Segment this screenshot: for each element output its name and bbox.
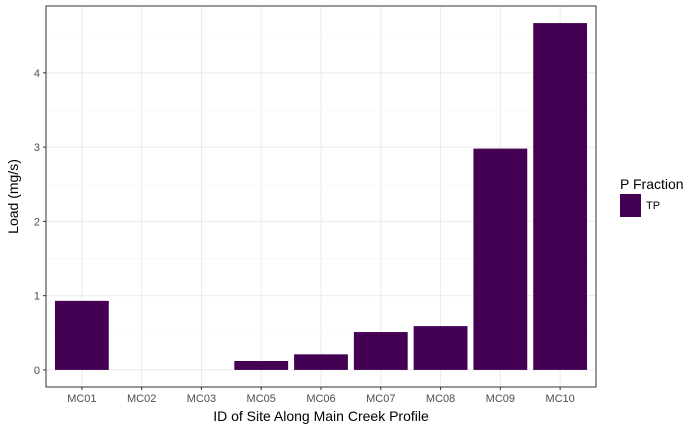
legend-key — [620, 194, 641, 217]
y-tick-label: 3 — [34, 142, 40, 154]
x-tick-label: MC09 — [486, 393, 515, 405]
legend-title: P Fraction — [620, 176, 684, 192]
bars — [54, 23, 588, 370]
x-tick-label: MC10 — [545, 393, 574, 405]
bar-mc05 — [234, 361, 289, 370]
bar-mc08 — [413, 326, 468, 370]
y-tick-label: 4 — [34, 68, 40, 80]
bar-mc09 — [473, 148, 528, 370]
y-tick-label: 0 — [34, 365, 40, 377]
x-axis-title: ID of Site Along Main Creek Profile — [213, 408, 429, 424]
x-tick-label: MC05 — [247, 393, 276, 405]
y-tick-label: 2 — [34, 216, 40, 228]
bar-mc01 — [54, 300, 109, 370]
legend-label: TP — [646, 200, 660, 212]
x-tick-label: MC01 — [67, 393, 96, 405]
bar-mc07 — [353, 332, 408, 370]
x-tick-label: MC07 — [366, 393, 395, 405]
x-tick-label: MC03 — [187, 393, 216, 405]
x-tick-label: MC06 — [306, 393, 335, 405]
x-tick-label: MC08 — [426, 393, 455, 405]
y-axis-title: Load (mg/s) — [5, 159, 21, 234]
x-tick-label: MC02 — [127, 393, 156, 405]
bar-mc10 — [533, 23, 588, 370]
legend: P Fraction TP — [620, 176, 684, 217]
y-tick-label: 1 — [34, 291, 40, 303]
y-axis: 0 1 2 3 4 — [34, 68, 46, 377]
x-axis: MC01 MC02 MC03 MC05 MC06 MC07 MC08 MC09 MC10 — [67, 387, 575, 405]
bar-mc06 — [294, 354, 348, 370]
